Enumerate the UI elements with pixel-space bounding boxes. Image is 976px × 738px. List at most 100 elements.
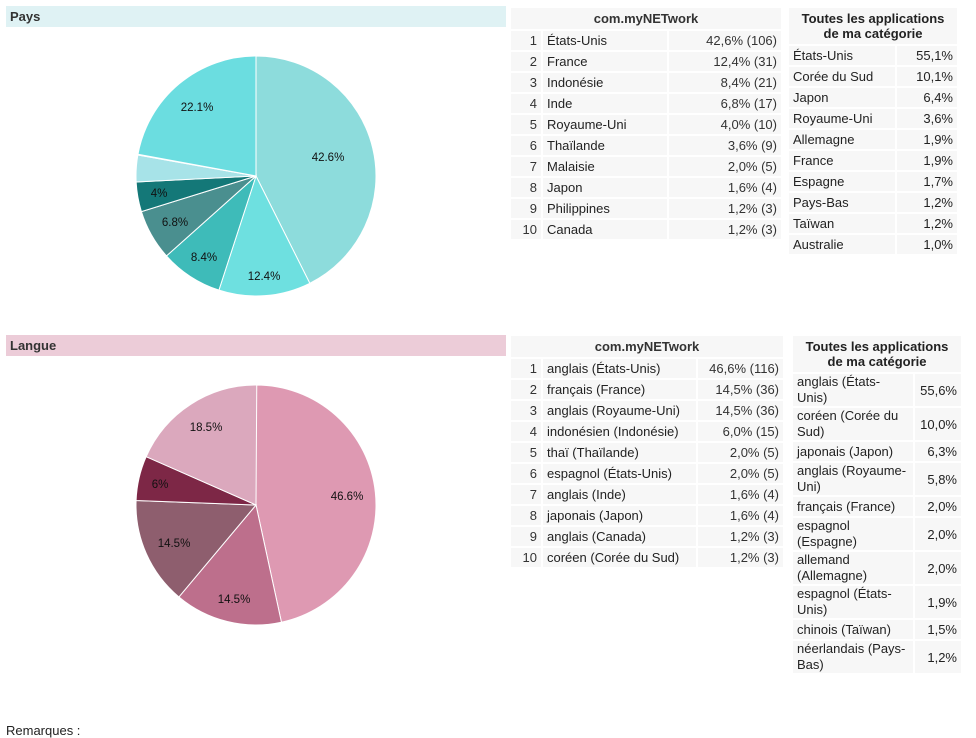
table-cell-name: chinois (Taïwan)	[791, 618, 915, 641]
table-cell-rank: 4	[509, 420, 543, 443]
table-cell-value: 2,0% (5)	[696, 441, 785, 464]
pie-slice-united-states	[255, 55, 377, 284]
table-cell-name: anglais (Canada)	[540, 525, 699, 548]
table-cell-rank: 3	[509, 71, 543, 94]
table-cell-value: 1,6% (4)	[696, 483, 785, 506]
pays-section-header: Pays	[6, 6, 506, 27]
pays-section-title: Pays	[10, 9, 41, 24]
table-row: 4 Inde 6,8% (17)	[509, 92, 783, 115]
table-row: 2 France 12,4% (31)	[509, 50, 783, 73]
table-row: 10 coréen (Corée du Sud) 1,2% (3)	[509, 546, 785, 569]
table-cell-value: 14,5% (36)	[696, 399, 785, 422]
table-cell-name: Australie	[787, 233, 897, 256]
table-cell-value: 1,2% (3)	[696, 525, 785, 548]
pays-app-table: com.myNETwork 1 États-Unis 42,6% (106) 2 Fra…	[509, 6, 783, 241]
langue-section-title: Langue	[10, 338, 57, 353]
table-cell-value: 4,0% (10)	[667, 113, 783, 136]
table-cell-name: Malaisie	[540, 155, 670, 178]
table-cell-value: 10,1%	[894, 65, 960, 88]
langue-app-table: com.myNETwork 1 anglais (États-Unis) 46,6%…	[509, 334, 785, 569]
langue-section-header: Langue	[6, 335, 506, 356]
table-cell-value: 6,8% (17)	[667, 92, 783, 115]
table-row: 1 États-Unis 42,6% (106)	[509, 29, 783, 52]
pays-app-table-header: com.myNETwork	[509, 6, 783, 31]
table-row: espagnol (États-Unis) 1,9%	[791, 584, 963, 620]
table-row: coréen (Corée du Sud) 10,0%	[791, 406, 963, 442]
table-cell-value: 6,0% (15)	[696, 420, 785, 443]
table-cell-name: japonais (Japon)	[540, 504, 699, 527]
table-cell-name: France	[540, 50, 670, 73]
table-cell-value: 1,9%	[894, 128, 960, 151]
remarques-label: Remarques :	[6, 723, 81, 738]
table-cell-name: Pays-Bas	[787, 191, 897, 214]
table-cell-name: anglais (Royaume-Uni)	[791, 461, 915, 497]
table-cell-name: espagnol (Espagne)	[791, 516, 915, 552]
table-cell-rank: 7	[509, 155, 543, 178]
table-cell-rank: 8	[509, 504, 543, 527]
langue-pie-label-english-uk: 14.5%	[158, 538, 191, 550]
table-row: Espagne 1,7%	[787, 170, 960, 193]
pie-slice-france	[218, 174, 311, 297]
table-row: France 1,9%	[787, 149, 960, 172]
table-cell-value: 14,5% (36)	[696, 378, 785, 401]
pays-pie-label-united-states: 42.6%	[312, 152, 345, 164]
table-cell-rank: 10	[509, 546, 543, 569]
pays-pie-chart: 42.6% 12.4% 8.4% 6.8% 4% 22.1%	[135, 55, 377, 297]
table-cell-value: 2,0%	[913, 550, 963, 586]
table-row: 5 thaï (Thaïlande) 2,0% (5)	[509, 441, 785, 464]
table-cell-value: 55,6%	[913, 372, 963, 408]
table-cell-name: allemand (Allemagne)	[791, 550, 915, 586]
table-cell-value: 1,2% (3)	[696, 546, 785, 569]
table-row: 3 Indonésie 8,4% (21)	[509, 71, 783, 94]
table-row: 7 anglais (Inde) 1,6% (4)	[509, 483, 785, 506]
table-cell-value: 1,2%	[894, 191, 960, 214]
table-row: 4 indonésien (Indonésie) 6,0% (15)	[509, 420, 785, 443]
table-cell-value: 1,2%	[913, 639, 963, 675]
pays-pie-label-india: 6.8%	[162, 217, 188, 229]
table-row: 7 Malaisie 2,0% (5)	[509, 155, 783, 178]
table-row: États-Unis 55,1%	[787, 44, 960, 67]
table-row: Allemagne 1,9%	[787, 128, 960, 151]
table-cell-rank: 4	[509, 92, 543, 115]
table-cell-name: Royaume-Uni	[540, 113, 670, 136]
table-cell-value: 12,4% (31)	[667, 50, 783, 73]
table-row: chinois (Taïwan) 1,5%	[791, 618, 963, 641]
table-cell-value: 1,9%	[894, 149, 960, 172]
table-cell-name: français (France)	[791, 495, 915, 518]
table-cell-rank: 5	[509, 441, 543, 464]
table-cell-name: Royaume-Uni	[787, 107, 897, 130]
table-cell-name: Indonésie	[540, 71, 670, 94]
table-row: espagnol (Espagne) 2,0%	[791, 516, 963, 552]
langue-category-table: Toutes les applications de ma catégorie …	[791, 334, 963, 675]
table-row: 5 Royaume-Uni 4,0% (10)	[509, 113, 783, 136]
pie-slice-other	[145, 384, 258, 506]
pie-slice-other	[137, 55, 257, 177]
table-cell-rank: 1	[509, 357, 543, 380]
table-cell-value: 2,0% (5)	[667, 155, 783, 178]
table-cell-value: 2,0%	[913, 516, 963, 552]
table-cell-value: 6,4%	[894, 86, 960, 109]
pays-category-table: Toutes les applications de ma catégorie …	[787, 6, 960, 256]
table-cell-value: 1,2% (3)	[667, 197, 783, 220]
table-cell-value: 3,6% (9)	[667, 134, 783, 157]
table-cell-value: 6,3%	[913, 440, 963, 463]
table-row: Corée du Sud 10,1%	[787, 65, 960, 88]
table-cell-name: Philippines	[540, 197, 670, 220]
langue-pie-label-french: 14.5%	[218, 594, 251, 606]
table-cell-rank: 5	[509, 113, 543, 136]
table-cell-value: 1,2% (3)	[667, 218, 783, 241]
table-cell-name: Taïwan	[787, 212, 897, 235]
table-cell-name: Canada	[540, 218, 670, 241]
pie-slice-english-uk	[135, 499, 258, 598]
table-cell-name: Corée du Sud	[787, 65, 897, 88]
table-cell-value: 1,9%	[913, 584, 963, 620]
table-cell-name: indonésien (Indonésie)	[540, 420, 699, 443]
table-cell-value: 55,1%	[894, 44, 960, 67]
table-cell-value: 1,2%	[894, 212, 960, 235]
table-cell-name: Espagne	[787, 170, 897, 193]
table-row: 9 anglais (Canada) 1,2% (3)	[509, 525, 785, 548]
table-cell-name: espagnol (États-Unis)	[540, 462, 699, 485]
table-row: allemand (Allemagne) 2,0%	[791, 550, 963, 586]
table-row: 6 Thaïlande 3,6% (9)	[509, 134, 783, 157]
table-cell-name: Inde	[540, 92, 670, 115]
